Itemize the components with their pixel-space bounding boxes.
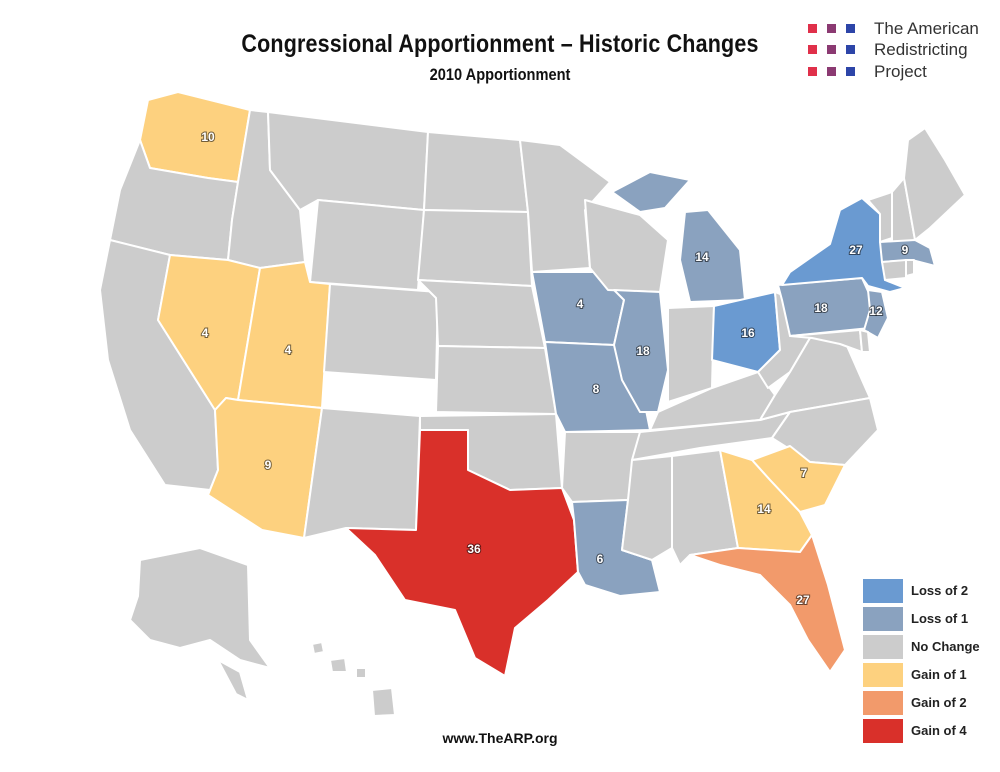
state-new-mexico[interactable] xyxy=(303,407,421,539)
legend-swatch xyxy=(863,579,903,603)
state-hawaii[interactable] xyxy=(311,641,396,717)
legend-swatch xyxy=(863,719,903,743)
logo-dot xyxy=(827,67,836,76)
legend-item: Loss of 2 xyxy=(863,579,993,605)
state-label-massachusetts: 9 xyxy=(902,243,909,257)
legend-swatch xyxy=(863,691,903,715)
state-texas[interactable] xyxy=(345,429,579,677)
state-label-texas: 36 xyxy=(467,542,481,556)
state-alaska[interactable] xyxy=(129,547,271,669)
state-colorado[interactable] xyxy=(323,283,439,381)
logo-dot xyxy=(808,67,817,76)
website-link[interactable]: www.TheARP.org xyxy=(442,730,558,746)
state-label-missouri: 8 xyxy=(593,382,600,396)
logo-dot xyxy=(846,24,855,33)
state-label-illinois: 18 xyxy=(636,344,650,358)
legend-swatch xyxy=(863,635,903,659)
logo-text-line: Project xyxy=(874,62,927,81)
state-kansas[interactable] xyxy=(435,345,557,415)
state-maine[interactable] xyxy=(903,127,966,241)
legend-label: Loss of 2 xyxy=(911,583,969,598)
state-rhode-island[interactable] xyxy=(905,259,915,277)
map-title: Congressional Apportionment – Historic C… xyxy=(241,30,759,58)
legend-label: Gain of 2 xyxy=(911,695,967,710)
state-label-new-jersey: 12 xyxy=(869,304,883,318)
state-label-michigan: 14 xyxy=(695,250,709,264)
state-nebraska[interactable] xyxy=(417,279,546,349)
state-vermont[interactable] xyxy=(867,191,893,243)
logo-text-line: The American xyxy=(874,19,979,38)
legend-item: Gain of 4 xyxy=(863,719,993,745)
state-montana[interactable] xyxy=(267,111,429,211)
legend-item: Gain of 1 xyxy=(863,663,993,689)
state-label-florida: 27 xyxy=(796,593,810,607)
state-label-iowa: 4 xyxy=(577,297,584,311)
logo-dot xyxy=(808,45,817,54)
state-florida[interactable] xyxy=(689,534,846,673)
legend-swatch xyxy=(863,607,903,631)
logo-text-line: Redistricting xyxy=(874,40,968,59)
legend-item: No Change xyxy=(863,635,993,661)
state-illinois[interactable] xyxy=(613,289,669,413)
legend-swatch xyxy=(863,663,903,687)
legend-label: Gain of 4 xyxy=(911,723,967,738)
state-north-dakota[interactable] xyxy=(423,131,529,213)
map-legend: Loss of 2 Loss of 1 No Change Gain of 1 … xyxy=(863,579,993,747)
map-subtitle: 2010 Apportionment xyxy=(429,65,571,84)
state-maryland[interactable] xyxy=(789,329,863,353)
logo-dot xyxy=(846,45,855,54)
state-label-pennsylvania: 18 xyxy=(814,301,828,315)
logo-dot xyxy=(808,24,817,33)
logo-dot xyxy=(846,67,855,76)
state-label-south-carolina: 7 xyxy=(801,466,808,480)
state-label-georgia: 14 xyxy=(757,502,771,516)
state-alaska-tail[interactable] xyxy=(217,659,249,701)
state-label-nevada: 4 xyxy=(202,326,209,340)
state-new-jersey[interactable] xyxy=(863,289,889,339)
logo-dot xyxy=(827,45,836,54)
state-label-washington: 10 xyxy=(201,130,215,144)
legend-label: Gain of 1 xyxy=(911,667,967,682)
state-michigan-upper[interactable] xyxy=(611,171,691,213)
state-label-ohio: 16 xyxy=(741,326,755,340)
logo-dot xyxy=(827,24,836,33)
state-indiana[interactable] xyxy=(667,305,715,403)
state-label-new-york: 27 xyxy=(849,243,863,257)
state-michigan[interactable] xyxy=(679,209,746,303)
state-south-dakota[interactable] xyxy=(417,209,533,287)
arp-logo: The American Redistricting Project xyxy=(808,19,993,82)
state-label-arizona: 9 xyxy=(265,458,272,472)
state-new-york[interactable] xyxy=(781,197,906,293)
state-connecticut[interactable] xyxy=(881,259,907,281)
legend-item: Gain of 2 xyxy=(863,691,993,717)
state-label-utah: 4 xyxy=(285,343,292,357)
state-wisconsin[interactable] xyxy=(584,199,669,293)
legend-item: Loss of 1 xyxy=(863,607,993,633)
state-label-louisiana: 6 xyxy=(597,552,604,566)
legend-label: Loss of 1 xyxy=(911,611,969,626)
state-wyoming[interactable] xyxy=(309,199,425,291)
state-delaware[interactable] xyxy=(859,329,871,353)
legend-label: No Change xyxy=(911,639,980,654)
